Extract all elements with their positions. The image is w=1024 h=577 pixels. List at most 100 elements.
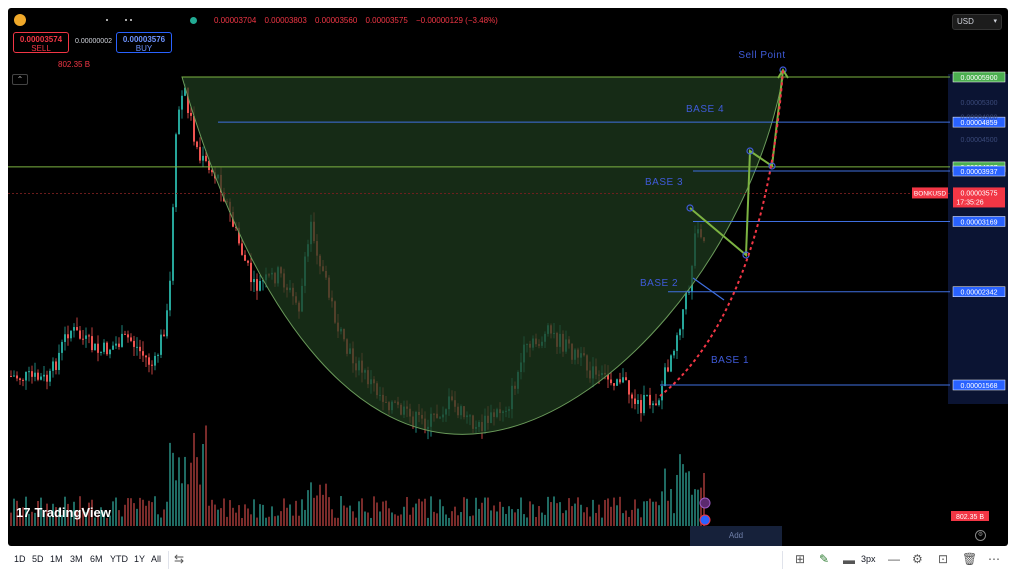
- sell-button[interactable]: 0.00003574 SELL: [13, 32, 69, 53]
- volume-bar: [172, 452, 174, 526]
- candle-body: [19, 378, 21, 380]
- buy-button[interactable]: 0.00003576 BUY: [116, 32, 172, 53]
- volume-bar: [280, 511, 282, 526]
- candle-body: [103, 342, 105, 352]
- candle-body: [670, 355, 672, 372]
- volume-bar: [523, 514, 525, 526]
- volume-bar: [571, 506, 573, 526]
- candle-body: [28, 371, 30, 373]
- line-icon[interactable]: —: [888, 552, 900, 566]
- compare-icon[interactable]: ⇆: [174, 552, 185, 566]
- volume-bar: [580, 504, 582, 526]
- level-label-box: [952, 116, 1006, 128]
- pencil-icon[interactable]: ✎: [819, 552, 830, 566]
- volume-bar: [148, 500, 150, 526]
- volume-bar: [382, 501, 384, 526]
- timeframe-1d[interactable]: 1D: [14, 554, 26, 564]
- volume-bar: [64, 496, 66, 526]
- volume-bar: [481, 502, 483, 526]
- volume-bar: [157, 514, 159, 526]
- lock-icon[interactable]: ⊡: [938, 552, 949, 566]
- volume-bar: [427, 517, 429, 526]
- settings-icon[interactable]: ⚙: [975, 530, 986, 541]
- collapse-button[interactable]: ⌃: [12, 74, 28, 85]
- candle-body: [73, 327, 75, 331]
- volume-bar: [529, 501, 531, 526]
- price-chart[interactable]: 0.000059000.000048590.000040070.00003937…: [8, 8, 1008, 546]
- volume-bar: [112, 501, 114, 526]
- candle-body: [664, 367, 666, 387]
- candle-body: [88, 335, 90, 337]
- volume-bar: [16, 500, 18, 526]
- gear-icon[interactable]: ⚙: [912, 552, 923, 566]
- volume-bar: [55, 507, 57, 526]
- volume-bar: [361, 498, 363, 526]
- timeframe-6m[interactable]: 6M: [90, 554, 103, 564]
- volume-bar: [181, 483, 183, 526]
- timeframe-ytd[interactable]: YTD: [110, 554, 128, 564]
- candle-body: [640, 400, 642, 414]
- volume-bar: [70, 510, 72, 526]
- candle-body: [31, 371, 33, 377]
- annotation-label: BASE 4: [686, 104, 724, 115]
- candle-body: [106, 342, 108, 355]
- bottom-toolbar: [0, 546, 1024, 577]
- candle-body: [85, 335, 87, 339]
- volume-bar: [478, 508, 480, 526]
- volume-bar: [700, 487, 702, 526]
- candle-body: [109, 349, 111, 355]
- more-icon[interactable]: ⋯: [988, 552, 1000, 566]
- volume-bar: [247, 508, 249, 526]
- timeframe-1y[interactable]: 1Y: [134, 554, 146, 564]
- price-axis-panel: [948, 74, 1008, 404]
- timeframe-5d[interactable]: 5D: [32, 554, 44, 564]
- timeframe-3m[interactable]: 3M: [70, 554, 83, 564]
- candle-body: [118, 343, 120, 347]
- tradingview-logo: 17 TradingView: [16, 505, 111, 520]
- volume-bar: [661, 491, 663, 526]
- currency-select[interactable]: USD ▾: [952, 14, 1002, 30]
- volume-bar: [406, 497, 408, 526]
- level-label: 0.00005900: [961, 75, 998, 82]
- spread-value: 0.00000002: [75, 38, 112, 45]
- volume-bar: [451, 511, 453, 526]
- trash-icon[interactable]: 🗑: [962, 552, 978, 566]
- volume-bar: [376, 502, 378, 526]
- volume-bar: [61, 515, 63, 526]
- stroke-width-value[interactable]: 3px: [861, 554, 876, 564]
- volume-bar: [337, 517, 339, 526]
- candle-body: [112, 345, 114, 350]
- volume-bar: [634, 499, 636, 526]
- candle-body: [667, 367, 669, 372]
- line-style-icon[interactable]: ▬: [843, 553, 855, 567]
- candle-body: [673, 350, 675, 356]
- volume-bar: [10, 512, 12, 526]
- volume-bar: [550, 502, 552, 526]
- volume-bar: [532, 504, 534, 526]
- volume-bar: [235, 512, 237, 526]
- volume-bar: [439, 499, 441, 526]
- volume-bar: [577, 497, 579, 526]
- volume-bar: [13, 498, 15, 526]
- timeframe-all[interactable]: All: [151, 554, 162, 564]
- candle-body: [94, 343, 96, 351]
- add-box[interactable]: Add: [690, 526, 782, 546]
- volume-bar: [694, 489, 696, 526]
- candle-body: [202, 155, 204, 161]
- volume-bar: [124, 504, 126, 526]
- candle-body: [61, 341, 63, 353]
- volume-bar: [388, 508, 390, 526]
- candle-body: [115, 343, 117, 346]
- volume-bar: [106, 517, 108, 526]
- volume-bar: [604, 499, 606, 526]
- volume-bar: [310, 482, 312, 526]
- volume-bar: [442, 506, 444, 526]
- volume-bar: [448, 517, 450, 526]
- timeframe-1m[interactable]: 1M: [50, 554, 63, 564]
- volume-bar: [88, 502, 90, 526]
- volume-bar: [340, 496, 342, 526]
- ohlc-values: 0.00003704 0.00003803 0.00003560 0.00003…: [214, 16, 504, 25]
- layout-icon[interactable]: ⊞: [795, 552, 806, 566]
- volume-bar: [250, 514, 252, 526]
- volume-bar: [67, 503, 69, 526]
